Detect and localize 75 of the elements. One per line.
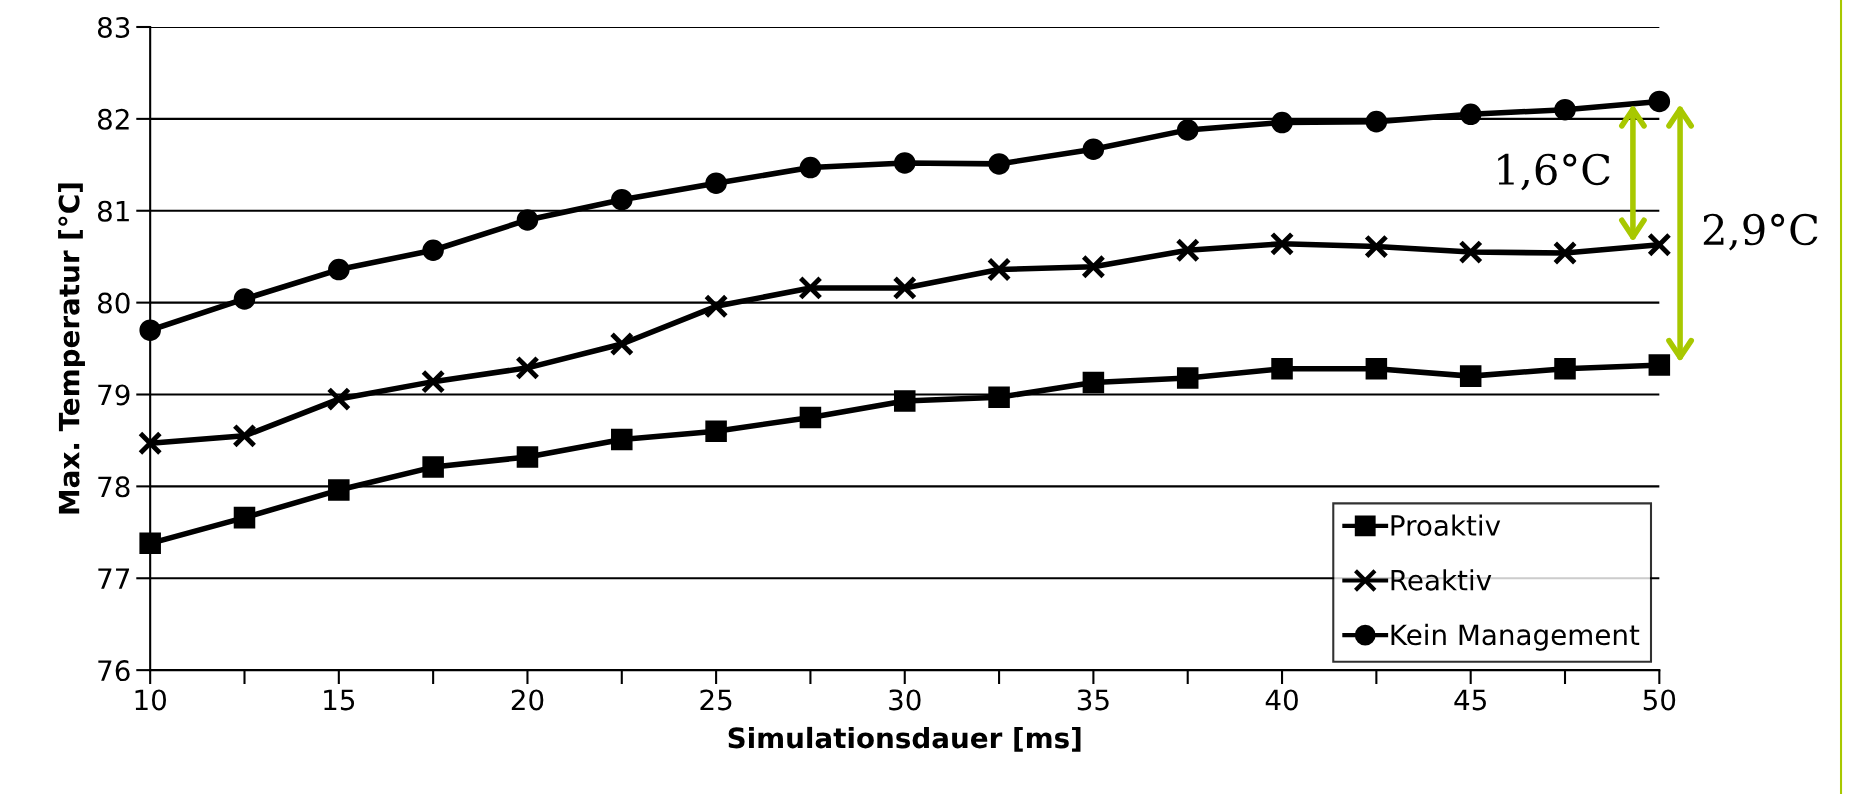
point bbox=[705, 420, 727, 443]
x-tick-label: 30 bbox=[889, 689, 921, 711]
point bbox=[139, 532, 161, 555]
x-axis-title: Simulationsdauer [ms] bbox=[728, 726, 1081, 752]
legend-label: Proaktiv bbox=[1391, 514, 1501, 536]
point bbox=[422, 239, 444, 262]
point bbox=[1081, 254, 1106, 279]
legend-label: Kein Management bbox=[1391, 623, 1640, 651]
x-tick-label: 40 bbox=[1265, 689, 1298, 711]
x-tick-label: 20 bbox=[511, 689, 544, 711]
point bbox=[516, 446, 539, 468]
point bbox=[799, 156, 822, 179]
point bbox=[1648, 90, 1671, 113]
point bbox=[1365, 110, 1388, 133]
point bbox=[1271, 358, 1293, 380]
point bbox=[988, 386, 1010, 409]
point bbox=[233, 288, 256, 310]
x-tick-label: 10 bbox=[135, 689, 166, 711]
point bbox=[703, 294, 729, 319]
point bbox=[1082, 138, 1105, 160]
point bbox=[705, 172, 727, 194]
point bbox=[1082, 371, 1105, 394]
point bbox=[1365, 358, 1388, 380]
y-tick-label: 82 bbox=[97, 108, 129, 130]
point bbox=[892, 275, 917, 301]
y-tick-label: 79 bbox=[98, 384, 130, 406]
y-tick-label: 83 bbox=[97, 16, 130, 38]
y-tick-label: 78 bbox=[98, 476, 130, 498]
y-tick-label: 77 bbox=[98, 568, 130, 589]
legend-label: Reaktiv bbox=[1391, 569, 1492, 591]
point bbox=[611, 428, 633, 451]
point bbox=[139, 319, 161, 341]
point bbox=[422, 456, 444, 478]
x-tick-label: 45 bbox=[1454, 689, 1486, 711]
point bbox=[233, 506, 256, 529]
point bbox=[516, 209, 539, 231]
point bbox=[1554, 358, 1576, 380]
point bbox=[799, 406, 822, 429]
point bbox=[328, 258, 350, 281]
point bbox=[420, 369, 446, 394]
point bbox=[1269, 231, 1295, 256]
point bbox=[1554, 98, 1576, 121]
x-tick-label: 35 bbox=[1077, 689, 1109, 711]
y-tick-label: 80 bbox=[97, 292, 130, 314]
point bbox=[138, 431, 163, 456]
annotation: 1,6°C bbox=[1498, 153, 1610, 191]
point bbox=[1552, 240, 1578, 266]
y-axis-title: Max. Temperatur [°C] bbox=[58, 183, 85, 514]
point bbox=[326, 386, 351, 412]
point bbox=[1459, 103, 1482, 126]
point bbox=[798, 275, 823, 301]
point bbox=[1647, 232, 1672, 257]
point bbox=[988, 153, 1010, 175]
point bbox=[893, 152, 916, 174]
point bbox=[1459, 365, 1482, 387]
point bbox=[1458, 239, 1483, 265]
point bbox=[611, 188, 633, 211]
point bbox=[1271, 111, 1293, 134]
text: 2,9°C bbox=[1703, 213, 1818, 251]
point bbox=[1648, 354, 1671, 376]
point bbox=[1176, 119, 1199, 141]
point bbox=[1364, 234, 1389, 259]
x-tick-label: 25 bbox=[700, 689, 732, 711]
point bbox=[1176, 367, 1199, 389]
point bbox=[893, 390, 916, 412]
point bbox=[328, 479, 350, 501]
y-tick-label: 81 bbox=[97, 200, 129, 222]
x-tick-label: 50 bbox=[1643, 689, 1676, 711]
point bbox=[1175, 238, 1200, 263]
point bbox=[986, 257, 1012, 282]
point bbox=[515, 355, 540, 381]
point bbox=[609, 331, 634, 357]
point bbox=[232, 423, 257, 448]
x-tick-label: 15 bbox=[324, 689, 355, 711]
y-tick-label: 76 bbox=[98, 660, 130, 682]
